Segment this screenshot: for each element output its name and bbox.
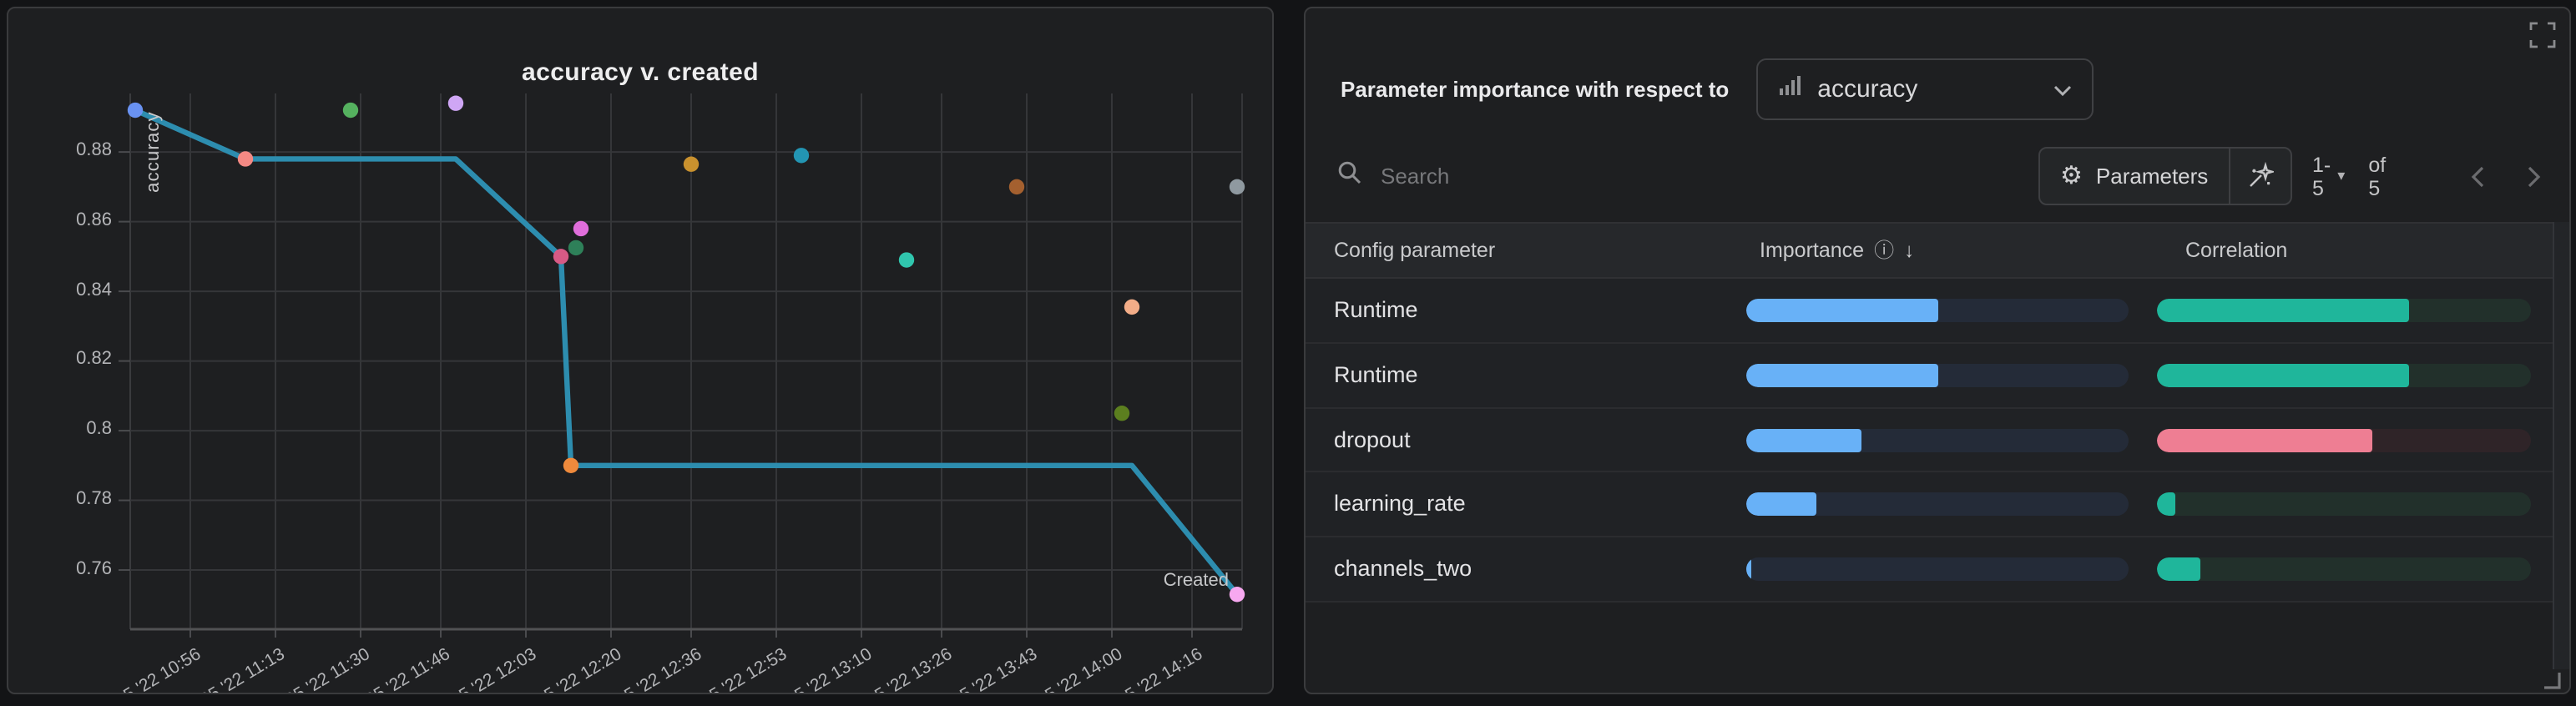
gear-icon: ⚙: [2060, 162, 2083, 190]
fullscreen-icon[interactable]: [2529, 22, 2556, 48]
correlation-bar-fill: [2157, 299, 2410, 322]
parameter-row[interactable]: channels_two: [1306, 537, 2569, 603]
x-axis-title: Created: [1163, 571, 1229, 591]
correlation-bar-fill: [2157, 363, 2410, 387]
importance-bar-track: [1746, 363, 2129, 387]
bar-chart-icon: [1777, 73, 1801, 105]
metric-dropdown[interactable]: accuracy: [1755, 58, 2094, 120]
run-point[interactable]: [1124, 299, 1140, 315]
page-range[interactable]: 1-5: [2312, 153, 2331, 199]
parameter-row[interactable]: Runtime: [1306, 343, 2569, 409]
column-header-correlation: Correlation: [2185, 239, 2288, 262]
importance-bar-track: [1746, 428, 2129, 452]
correlation-bar-track: [2157, 492, 2531, 517]
y-tick-label: 0.76: [76, 558, 112, 579]
importance-bar-track: [1746, 492, 2129, 517]
importance-bar-fill: [1746, 492, 1816, 517]
selected-metric: accuracy: [1817, 75, 1918, 103]
correlation-bar-fill: [2157, 428, 2373, 452]
importance-header-label: Importance: [1760, 239, 1865, 262]
parameter-name: learning_rate: [1334, 491, 1466, 517]
run-point[interactable]: [568, 240, 584, 256]
metric-selector-row: Parameter importance with respect to acc…: [1341, 58, 2094, 120]
importance-bar-fill: [1746, 363, 1937, 387]
magic-wand-button[interactable]: [2228, 149, 2290, 204]
parameter-name: Runtime: [1334, 361, 1418, 387]
correlation-bar-fill: [2157, 492, 2176, 517]
search-box[interactable]: [1337, 147, 1718, 205]
accuracy-chart[interactable]: [8, 8, 1274, 694]
y-tick-label: 0.86: [76, 209, 112, 230]
panel-resize-handle[interactable]: [2543, 668, 2561, 689]
info-icon[interactable]: ⓘ: [1874, 239, 1895, 262]
scatter-chart-panel: accuracy v. created accuracy 0.88 0.86 0.8…: [7, 7, 1274, 694]
chart-title: accuracy v. created: [522, 58, 759, 87]
parameters-button[interactable]: ⚙ Parameters: [2040, 149, 2228, 204]
run-point[interactable]: [683, 156, 700, 172]
parameter-row[interactable]: dropout: [1306, 408, 2569, 473]
run-point[interactable]: [127, 102, 144, 119]
importance-bar-track: [1746, 299, 2129, 322]
run-point[interactable]: [1008, 179, 1025, 195]
table-header: Config parameter Importance ⓘ ↓ Correlat…: [1306, 222, 2569, 279]
magic-wand-icon: [2250, 162, 2275, 187]
run-point[interactable]: [1229, 179, 1245, 195]
y-tick-label: 0.78: [76, 488, 112, 509]
run-point[interactable]: [342, 102, 359, 119]
y-tick-label: 0.8: [86, 419, 112, 440]
run-point[interactable]: [563, 457, 579, 474]
parameter-name: dropout: [1334, 426, 1411, 452]
importance-bar-track: [1746, 557, 2129, 582]
parameter-row[interactable]: Runtime: [1306, 279, 2569, 344]
run-point[interactable]: [553, 249, 569, 265]
parameters-button-label: Parameters: [2095, 164, 2209, 189]
search-input[interactable]: [1377, 162, 1718, 190]
parameters-button-group: ⚙ Parameters: [2038, 147, 2292, 205]
page-size-caret-icon[interactable]: ▾: [2337, 167, 2346, 184]
run-point[interactable]: [1229, 587, 1245, 603]
table-scrollbar[interactable]: [2553, 222, 2569, 669]
correlation-bar-track: [2157, 557, 2531, 582]
run-point[interactable]: [1114, 405, 1130, 421]
chevron-down-icon: [2053, 74, 2071, 104]
column-header-importance[interactable]: Importance ⓘ ↓: [1760, 224, 1914, 277]
importance-bar-fill: [1746, 557, 1752, 582]
run-point[interactable]: [447, 95, 464, 111]
y-tick-label: 0.88: [76, 140, 112, 161]
parameter-name: channels_two: [1334, 556, 1472, 582]
sort-descending-icon[interactable]: ↓: [1904, 239, 1915, 262]
run-point[interactable]: [898, 252, 915, 268]
next-page-button[interactable]: [2519, 163, 2546, 189]
parameter-importance-panel: Parameter importance with respect to acc…: [1304, 7, 2571, 694]
correlation-bar-track: [2157, 428, 2531, 452]
y-tick-label: 0.84: [76, 280, 112, 300]
chevron-right-icon: [2528, 165, 2541, 187]
run-point[interactable]: [237, 151, 254, 167]
column-header-parameter: Config parameter: [1334, 239, 1496, 262]
y-axis-title: accuracy: [144, 111, 164, 193]
table-toolbar: ⚙ Parameters 1-5 ▾ of 5: [1337, 147, 2546, 205]
run-point[interactable]: [793, 148, 810, 164]
y-tick-label: 0.82: [76, 349, 112, 370]
importance-title: Parameter importance with respect to: [1341, 77, 1730, 102]
chevron-left-icon: [2471, 165, 2484, 187]
search-icon: [1337, 159, 1362, 193]
run-point[interactable]: [573, 220, 589, 237]
page-total: of 5: [2368, 153, 2387, 199]
correlation-bar-track: [2157, 299, 2531, 322]
run-history-line: [132, 107, 1240, 598]
pagination: 1-5 ▾ of 5: [2312, 147, 2546, 205]
parameter-name: Runtime: [1334, 297, 1418, 322]
parameter-row[interactable]: learning_rate: [1306, 472, 2569, 538]
prev-page-button[interactable]: [2466, 163, 2493, 189]
importance-bar-fill: [1746, 299, 1937, 322]
correlation-bar-fill: [2157, 557, 2200, 582]
importance-bar-fill: [1746, 428, 1861, 452]
correlation-bar-track: [2157, 363, 2531, 387]
